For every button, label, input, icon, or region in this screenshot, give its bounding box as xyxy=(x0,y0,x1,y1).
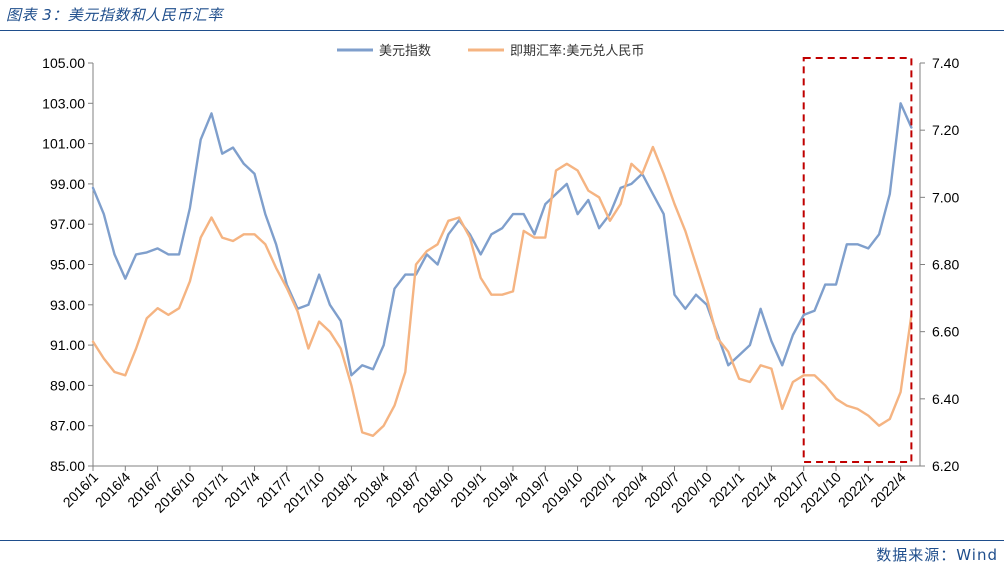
x-tick-label: 2016/1 xyxy=(60,469,102,511)
x-tick-label: 2018/1 xyxy=(318,469,360,511)
x-tick-label: 2020/1 xyxy=(576,469,618,511)
usd-index-line xyxy=(91,102,913,377)
legend-label: 美元指数 xyxy=(379,44,431,59)
right-y-tick-label: 7.40 xyxy=(932,55,959,71)
legend-label: 即期汇率:美元兑人民币 xyxy=(510,43,644,59)
right-y-tick-label: 6.60 xyxy=(932,324,959,340)
left-y-tick-label: 85.00 xyxy=(50,458,85,474)
usdcny-spot-line xyxy=(91,145,913,437)
right-y-tick-label: 6.80 xyxy=(932,257,959,273)
figure-title: 图表 3：美元指数和人民币汇率 xyxy=(6,6,223,24)
footer-rule xyxy=(0,540,1004,541)
chart-legend: 美元指数 即期汇率:美元兑人民币 xyxy=(337,43,644,59)
x-tick-label: 2020/4 xyxy=(609,469,651,511)
x-tick-label: 2016/4 xyxy=(92,469,134,511)
chart-series xyxy=(91,102,913,437)
right-y-tick-label: 7.20 xyxy=(932,122,959,138)
x-tick-label: 2021/1 xyxy=(706,469,748,511)
left-y-tick-label: 105.00 xyxy=(42,55,85,71)
x-tick-label: 2021/4 xyxy=(738,469,780,511)
right-y-tick-label: 6.20 xyxy=(932,458,959,474)
left-y-tick-label: 87.00 xyxy=(50,418,85,434)
left-y-tick-label: 103.00 xyxy=(42,95,85,111)
left-y-tick-label: 99.00 xyxy=(50,176,85,192)
data-source: 数据来源：Wind xyxy=(876,546,998,564)
left-y-tick-label: 89.00 xyxy=(50,377,85,393)
x-tick-label: 2017/4 xyxy=(221,469,263,511)
x-tick-label: 2017/1 xyxy=(189,469,231,511)
left-y-tick-label: 95.00 xyxy=(50,257,85,273)
right-y-tick-label: 7.00 xyxy=(932,189,959,205)
x-tick-label: 2022/1 xyxy=(835,469,877,511)
x-tick-label: 2019/4 xyxy=(479,469,521,511)
left-y-tick-label: 91.00 xyxy=(50,337,85,353)
header-rule xyxy=(0,30,1004,31)
highlight-box xyxy=(802,57,913,463)
right-y-tick-label: 6.40 xyxy=(932,391,959,407)
dual-axis-line-chart: 85.00 87.00 89.00 91.00 93.00 95.00 97.00 99.00… xyxy=(42,43,959,516)
left-y-tick-label: 93.00 xyxy=(50,297,85,313)
left-y-tick-label: 101.00 xyxy=(42,136,85,152)
x-tick-label: 2018/4 xyxy=(350,469,392,511)
chart-axes: 85.00 87.00 89.00 91.00 93.00 95.00 97.00 99.00… xyxy=(42,55,959,516)
x-tick-label: 2022/4 xyxy=(867,469,909,511)
x-tick-label: 2019/1 xyxy=(447,469,489,511)
left-y-tick-label: 97.00 xyxy=(50,216,85,232)
